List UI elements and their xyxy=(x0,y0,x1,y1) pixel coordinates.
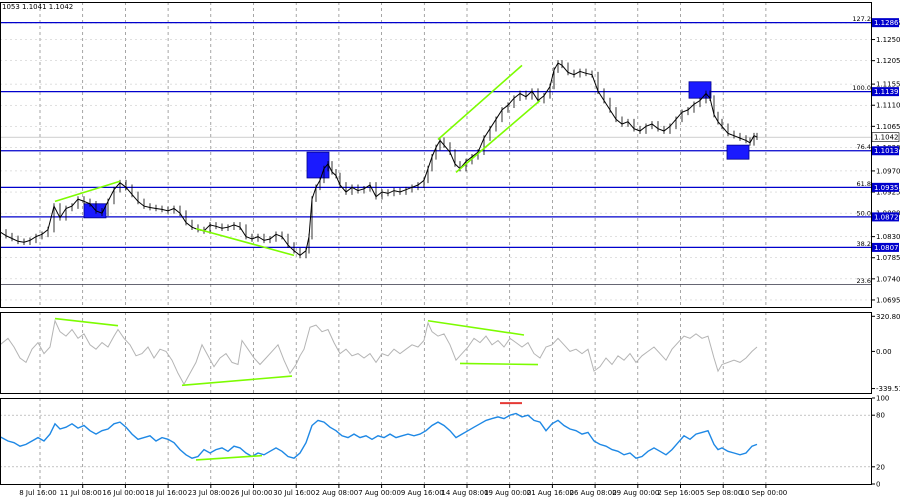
trend-line[interactable] xyxy=(54,180,121,203)
blue-box-marker xyxy=(726,144,750,160)
rsi-tick-label: 20 xyxy=(876,463,885,471)
price-panel[interactable]: 127.2100.076.461.850.038.223.61.12851.12… xyxy=(0,2,900,308)
price-tick-label: 1.0925 xyxy=(876,189,900,197)
x-tick-label: 19 Aug 00:00 xyxy=(484,489,531,497)
price-tick-label: 1.1205 xyxy=(876,57,900,65)
fib-level-percent: 127.2 xyxy=(852,15,871,23)
fib-level-percent: 38.2 xyxy=(857,240,871,248)
x-tick-label: 18 Jul 16:00 xyxy=(145,489,187,497)
ohlc-readout: 1053 1.1041 1.1042 xyxy=(2,3,73,11)
current-price-label: 1.1042 xyxy=(874,134,899,142)
level-price-box xyxy=(872,212,899,222)
price-tick-label: 1.0740 xyxy=(876,275,900,283)
panel-border xyxy=(0,2,872,308)
cci-divergence-line[interactable] xyxy=(54,317,119,327)
rsi-tick-label: 0 xyxy=(876,481,880,489)
rsi-panel[interactable]: 100 80 20 0 xyxy=(0,395,889,489)
fib-level-percent: 100.0 xyxy=(852,84,871,92)
x-tick-label: 10 Sep 00:00 xyxy=(741,489,788,497)
price-tick-label: 1.1110 xyxy=(876,102,900,110)
level-price-box xyxy=(872,146,899,156)
x-tick-label: 21 Aug 16:00 xyxy=(527,489,574,497)
x-tick-label: 8 Jul 16:00 xyxy=(19,489,57,497)
rsi-tick-label: 100 xyxy=(876,395,889,403)
price-tick-label: 1.0830 xyxy=(876,233,900,241)
blue-box-marker xyxy=(83,203,107,219)
cci-line xyxy=(0,319,758,386)
level-price-label: 1.0807 xyxy=(874,244,899,252)
fib-level-percent: 76.4 xyxy=(857,143,871,151)
trend-line[interactable] xyxy=(455,99,541,173)
rsi-line xyxy=(0,412,758,459)
blue-box-marker xyxy=(306,151,330,179)
price-tick-label: 1.0970 xyxy=(876,167,900,175)
trend-line[interactable] xyxy=(195,227,295,257)
x-tick-label: 23 Jul 08:00 xyxy=(188,489,230,497)
level-price-box xyxy=(872,87,899,97)
cci-tick-label: -339.532 xyxy=(876,385,900,393)
cci-tick-label: 320.8062 xyxy=(876,313,900,321)
panel-border xyxy=(0,312,872,394)
fib-level-percent: 50.0 xyxy=(857,209,871,217)
trend-line[interactable] xyxy=(437,64,523,141)
price-tick-label: 1.0695 xyxy=(876,296,900,304)
price-tick-label: 1.1065 xyxy=(876,123,900,131)
rsi-tick-label: 80 xyxy=(876,412,885,420)
x-tick-label: 2 Sep 16:00 xyxy=(657,489,699,497)
price-line xyxy=(0,62,758,257)
level-price-box xyxy=(872,182,899,192)
x-tick-label: 16 Jul 00:00 xyxy=(102,489,144,497)
cci-divergence-line[interactable] xyxy=(181,375,293,387)
level-price-label: 1.0872 xyxy=(874,213,899,221)
price-tick-label: 1.1250 xyxy=(876,36,900,44)
cci-divergence-line[interactable] xyxy=(427,319,525,336)
x-tick-label: 14 Aug 08:00 xyxy=(441,489,488,497)
cci-panel[interactable]: 320.8062 0.00 -339.532 xyxy=(0,312,900,394)
level-price-label: 1.0935 xyxy=(874,184,899,192)
cci-divergence-line[interactable] xyxy=(459,362,539,366)
x-tick-label: 2 Aug 08:00 xyxy=(316,489,359,497)
x-tick-label: 26 Jul 00:00 xyxy=(231,489,273,497)
cci-tick-label: 0.00 xyxy=(876,348,892,356)
current-price-box xyxy=(871,132,900,142)
fib-level-percent: 61.8 xyxy=(857,180,871,188)
price-tick-label: 1.1155 xyxy=(876,81,900,89)
panel-border xyxy=(0,398,872,485)
level-price-label: 1.1139 xyxy=(874,88,899,96)
x-tick-label: 9 Aug 16:00 xyxy=(401,489,444,497)
level-price-box xyxy=(872,242,899,252)
x-axis: 8 Jul 16:00 11 Jul 08:00 16 Jul 00:00 18 Ju… xyxy=(19,484,787,497)
price-tick-label: 1.0785 xyxy=(876,254,900,262)
x-tick-label: 5 Sep 08:00 xyxy=(700,489,742,497)
fib-level-percent: 23.6 xyxy=(857,277,871,285)
x-tick-label: 29 Aug 00:00 xyxy=(612,489,659,497)
level-price-box xyxy=(872,18,899,28)
x-tick-label: 11 Jul 08:00 xyxy=(60,489,102,497)
level-price-label: 1.1013 xyxy=(874,147,899,155)
x-tick-label: 30 Jul 16:00 xyxy=(273,489,315,497)
x-tick-label: 7 Aug 00:00 xyxy=(358,489,401,497)
level-price-label: 1.1286 xyxy=(874,19,899,27)
rsi-divergence-line[interactable] xyxy=(195,454,263,461)
x-tick-label: 26 Aug 08:00 xyxy=(569,489,616,497)
